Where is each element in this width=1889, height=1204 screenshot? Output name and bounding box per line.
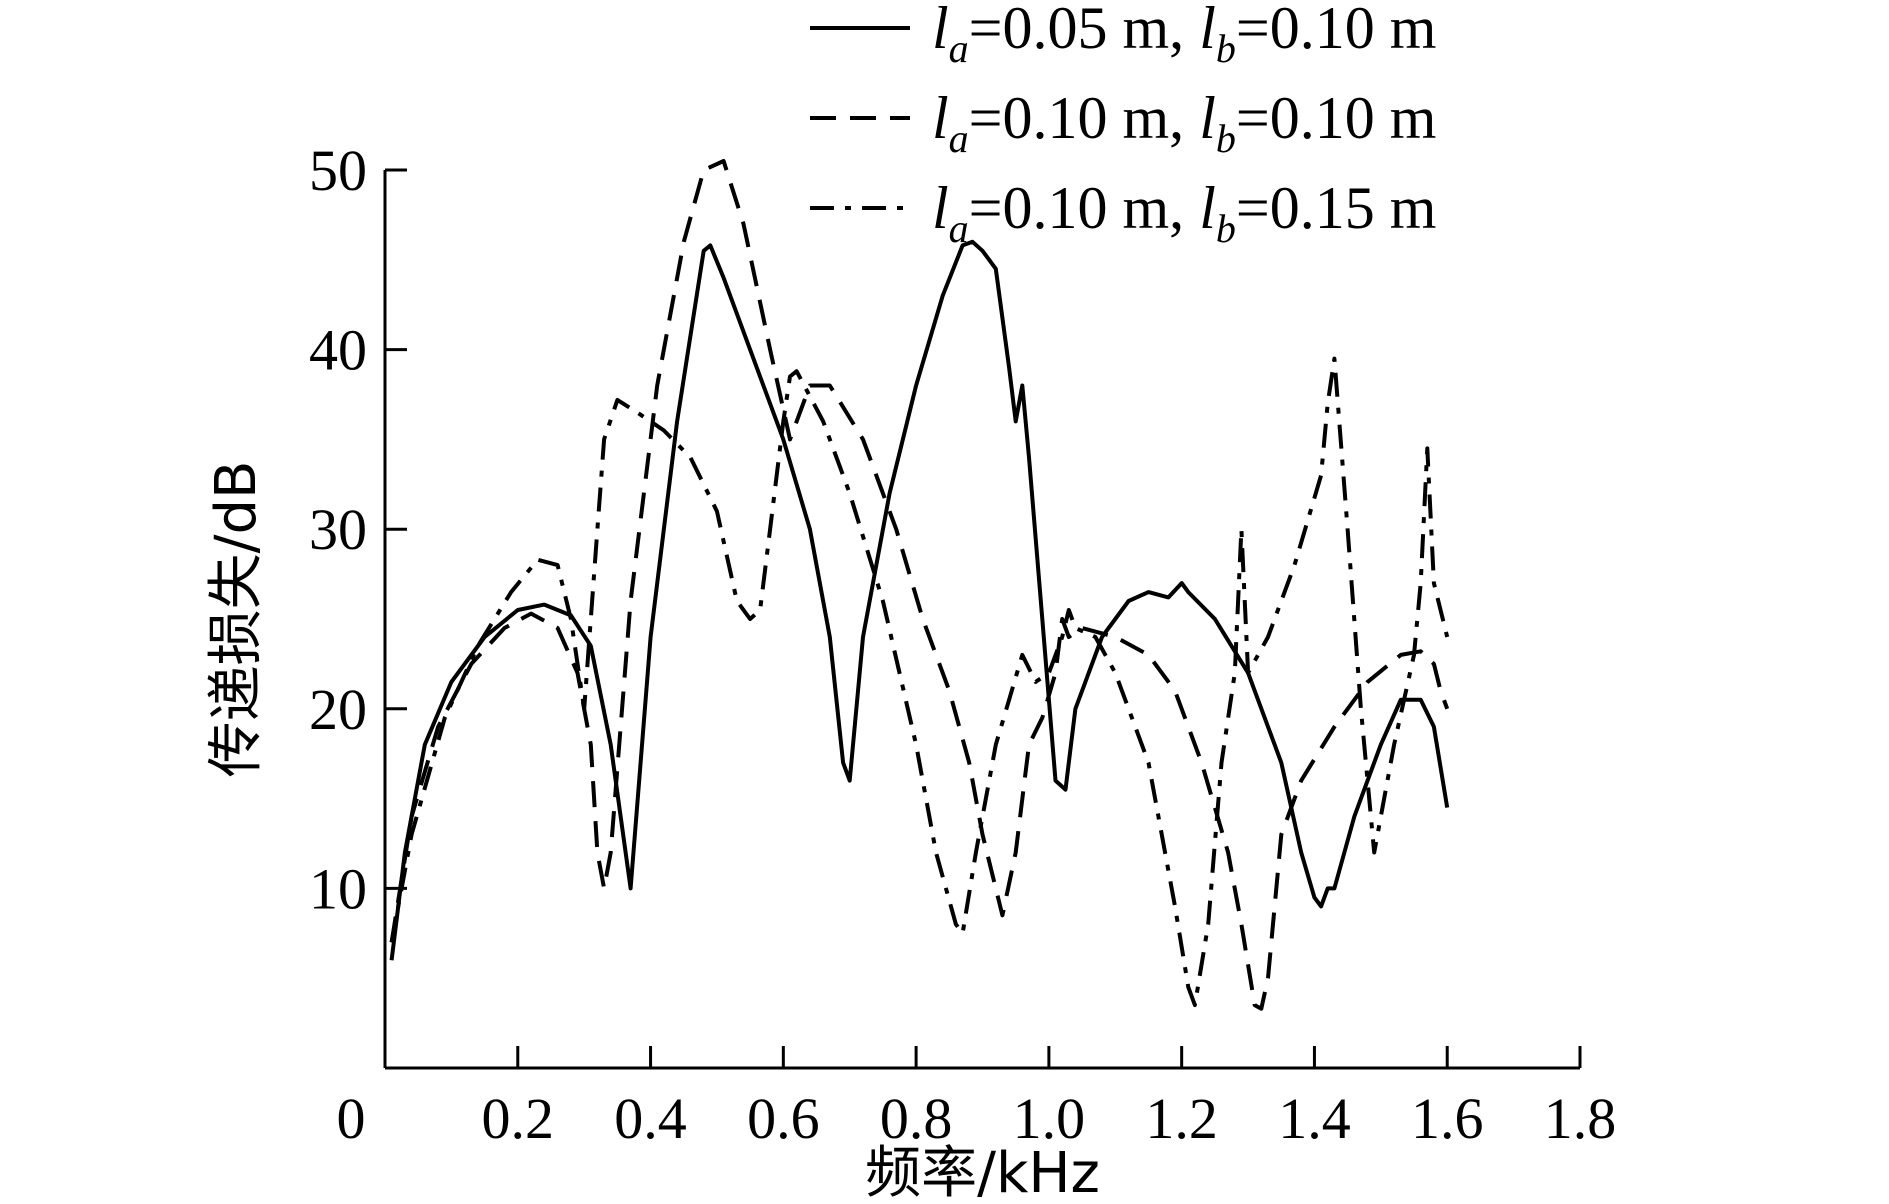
x-ticks: 0 0.2 0.4 0.6 0.8 1.0 1.2 1.4 1.6 1.8 (337, 1046, 1617, 1151)
legend-entry-1: la=0.05 m, lb=0.10 m (932, 0, 1436, 71)
legend: la=0.05 m, lb=0.10 m la=0.10 m, lb=0.10 m… (810, 0, 1436, 251)
y-tick-label: 10 (309, 856, 367, 921)
legend-entry-3: la=0.10 m, lb=0.15 m (932, 175, 1436, 251)
x-tick-label: 0.8 (880, 1086, 953, 1151)
series-line-2 (389, 159, 1450, 1011)
series-line-1 (389, 239, 1450, 961)
axes (383, 170, 1580, 1070)
legend-entry-2: la=0.10 m, lb=0.10 m (932, 85, 1436, 161)
x-tick-label: 0 (337, 1086, 366, 1151)
x-tick-label: 0.6 (747, 1086, 820, 1151)
series-line-3 (389, 356, 1450, 1008)
y-axis-title: 传递损失/dB (204, 461, 269, 778)
series-group (389, 159, 1450, 1011)
x-tick-label: 1.8 (1544, 1086, 1617, 1151)
x-tick-label: 1.4 (1278, 1086, 1351, 1151)
y-tick-label: 40 (309, 318, 367, 383)
y-ticks: 10 20 30 40 50 (309, 138, 407, 921)
x-tick-label: 1.6 (1411, 1086, 1484, 1151)
y-tick-label: 20 (309, 677, 367, 742)
y-tick-label: 50 (309, 138, 367, 203)
x-tick-label: 1.0 (1013, 1086, 1086, 1151)
x-tick-label: 1.2 (1145, 1086, 1218, 1151)
x-axis-title: 频率/kHz (865, 1141, 1100, 1204)
y-tick-label: 30 (309, 497, 367, 562)
x-tick-label: 0.4 (614, 1086, 687, 1151)
x-tick-label: 0.2 (482, 1086, 555, 1151)
